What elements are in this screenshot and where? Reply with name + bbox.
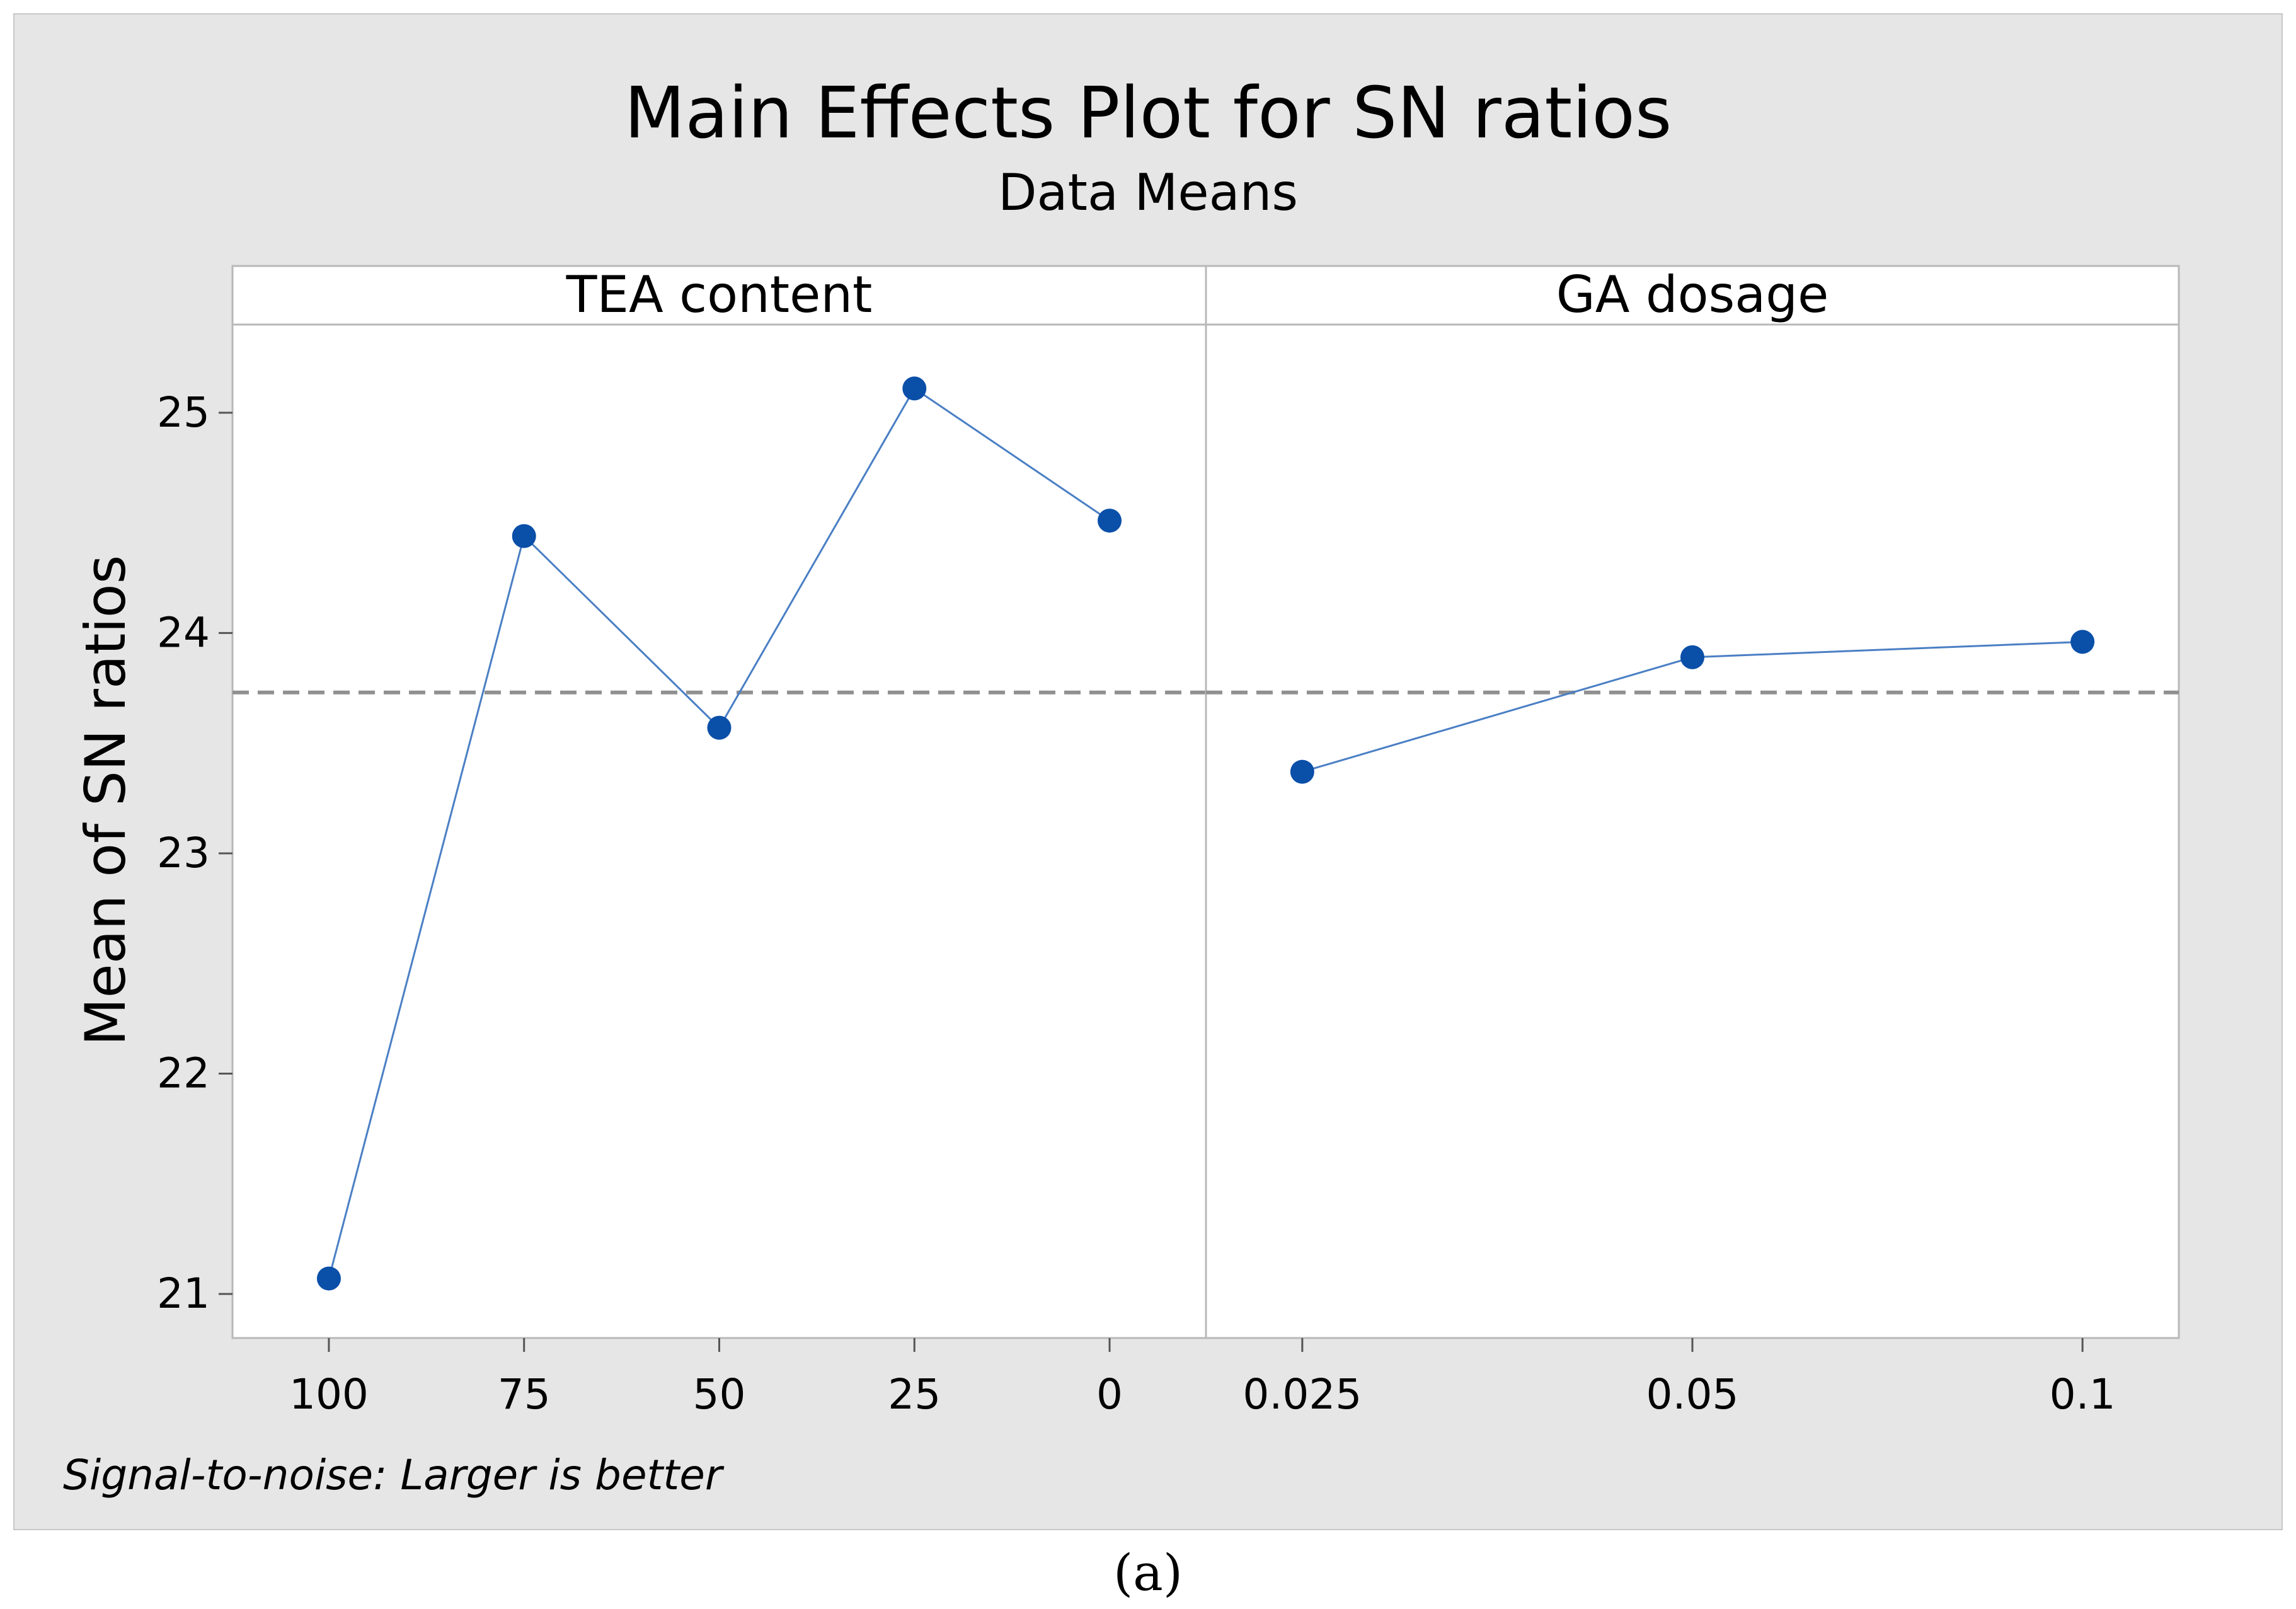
y-tick-label: 22 [157,1049,210,1098]
panels-layer: TEA content 100 75 50 25 0 GA dosage 0.025 0.05 0… [231,265,2180,1419]
data-point [1680,645,1704,669]
y-tick-label: 24 [157,608,210,657]
data-point [1098,509,1122,533]
x-tick-label: 0.05 [1646,1370,1739,1419]
figure-caption: (a) [1113,1543,1183,1602]
data-point [512,524,536,548]
panel-2: GA dosage 0.025 0.05 0.1 [1205,265,2180,1419]
chart-subtitle: Data Means [998,163,1298,222]
footnote: Signal-to-noise: Larger is better [63,1451,725,1499]
x-tick-label: 100 [289,1370,369,1419]
data-point [316,1266,341,1291]
y-axis: 21 22 23 24 25 [157,388,232,1318]
x-tick-label: 50 [693,1370,746,1419]
data-point [707,715,732,740]
x-tick-label: 25 [888,1370,941,1419]
x-tick-label: 75 [498,1370,551,1419]
panel-1: TEA content 100 75 50 25 0 [231,265,1207,1419]
x-tick-label: 0 [1096,1370,1123,1419]
chart-title: Main Effects Plot for SN ratios [624,72,1672,154]
y-tick-label: 25 [157,388,210,437]
data-point [2070,630,2095,654]
y-axis-label: Mean of SN ratios [73,555,138,1046]
x-tick-label: 0.025 [1243,1370,1362,1419]
panel-frame [231,265,1207,1339]
y-tick-label: 21 [157,1269,210,1318]
panel-frame [1205,265,2180,1339]
data-point [902,376,927,401]
x-tick-label: 0.1 [2050,1370,2116,1419]
data-point [1290,759,1314,784]
panel-strip-label: TEA content [566,265,873,324]
y-tick-label: 23 [157,829,210,877]
panel-strip-label: GA dosage [1556,265,1829,324]
